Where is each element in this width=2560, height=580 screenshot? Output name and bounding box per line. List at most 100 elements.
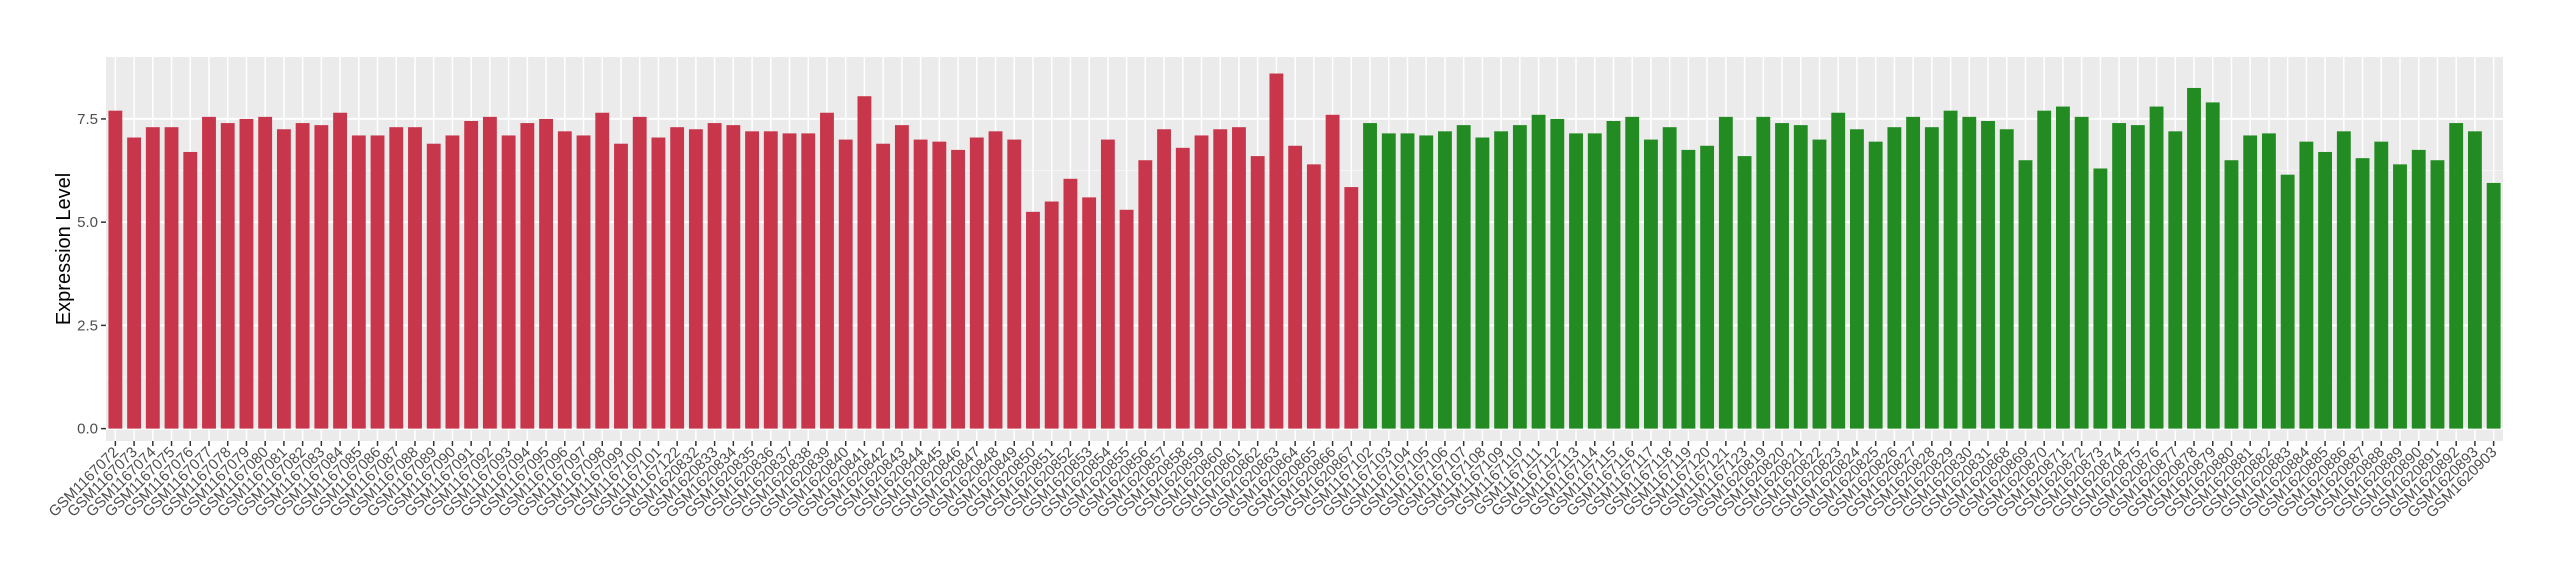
bar (857, 96, 872, 429)
bar (1906, 116, 1921, 429)
bar (2467, 131, 2482, 429)
bar (314, 125, 329, 429)
bar (876, 143, 891, 429)
bar (2018, 160, 2033, 429)
bar (1232, 127, 1246, 429)
bar (2112, 123, 2127, 429)
bar (445, 135, 460, 429)
bar (1512, 125, 1527, 429)
bar (258, 116, 273, 429)
bar (614, 143, 628, 429)
bar (351, 135, 366, 429)
bar (1063, 178, 1078, 429)
bar (2149, 106, 2164, 429)
bar (1793, 125, 1808, 429)
bar (1756, 116, 1771, 429)
bar (2261, 133, 2276, 429)
bar (2486, 182, 2501, 429)
y-tick-label: 5.0 (77, 214, 98, 231)
bar (1531, 114, 1546, 429)
bar (464, 121, 479, 429)
bar (2430, 160, 2445, 429)
bar (1157, 129, 1171, 429)
bar (2355, 158, 2370, 429)
bar (557, 131, 572, 429)
bar (2037, 110, 2052, 429)
bar (913, 139, 928, 429)
bar (183, 151, 198, 429)
bar (1662, 127, 1677, 429)
bar (2187, 87, 2201, 429)
bar (838, 139, 853, 429)
bar (1306, 164, 1321, 429)
bar (1475, 137, 1490, 429)
bar (2130, 125, 2145, 429)
bar (726, 125, 741, 429)
bar (1213, 129, 1228, 429)
bar (1269, 73, 1284, 429)
bar (2168, 131, 2183, 429)
bar (1344, 187, 1359, 429)
bar (1587, 133, 1602, 429)
bar (2318, 151, 2333, 429)
bar (745, 131, 759, 429)
bar (688, 129, 703, 429)
bar (763, 131, 778, 429)
bar (1981, 121, 1995, 429)
bar (1100, 139, 1115, 429)
bar (820, 112, 834, 429)
bar (1119, 209, 1134, 429)
bar (632, 116, 647, 429)
bar (1644, 139, 1658, 429)
bar (1044, 201, 1059, 429)
bar (2205, 102, 2220, 429)
bar (408, 127, 422, 429)
bar (1943, 110, 1958, 429)
bar (202, 116, 216, 429)
bar (1924, 127, 1939, 429)
bar (1625, 116, 1640, 429)
bar (595, 112, 610, 429)
bar (1700, 145, 1715, 429)
bar (239, 118, 254, 429)
y-tick-label: 7.5 (77, 111, 98, 128)
bar (2093, 168, 2108, 429)
bar (1007, 139, 1022, 429)
bar (1026, 211, 1040, 429)
bar (2449, 123, 2464, 429)
bar (1438, 131, 1452, 429)
bar (951, 149, 965, 429)
bar (1812, 139, 1827, 429)
bar (1887, 127, 1902, 429)
bar (2243, 135, 2258, 429)
bar (539, 118, 554, 429)
bar (108, 110, 123, 429)
bar (1138, 160, 1153, 429)
bar (576, 135, 591, 429)
bar (1606, 121, 1621, 429)
bar (1850, 129, 1864, 429)
y-tick-label: 2.5 (77, 317, 98, 334)
bar (2393, 164, 2407, 429)
bar (295, 123, 310, 429)
bar (2055, 106, 2070, 429)
bar (1419, 135, 1434, 429)
bar (2224, 160, 2239, 429)
bar (2374, 141, 2389, 429)
bar (1175, 147, 1190, 429)
y-tick-label: 0.0 (77, 421, 98, 438)
bar (1381, 133, 1396, 429)
bar (389, 127, 404, 429)
bar (969, 137, 984, 429)
bar (651, 137, 666, 429)
bar (1494, 131, 1509, 429)
y-axis-title: Expression Level (53, 173, 75, 325)
bar (1999, 129, 2014, 429)
bar (1363, 123, 1377, 429)
bar (1194, 135, 1209, 429)
bar (145, 127, 160, 429)
bar (801, 133, 816, 429)
bar (1775, 123, 1789, 429)
